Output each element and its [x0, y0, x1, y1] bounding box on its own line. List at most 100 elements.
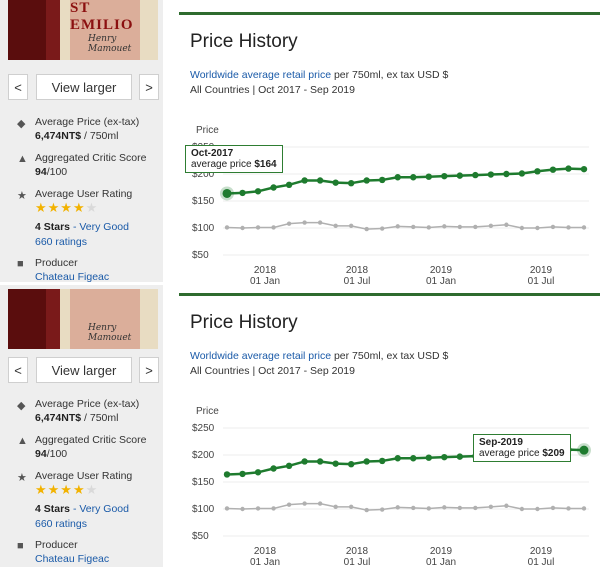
data-point[interactable]	[504, 503, 509, 508]
data-point[interactable]	[425, 173, 432, 180]
data-point[interactable]	[472, 171, 479, 179]
data-point[interactable]	[239, 470, 246, 478]
data-point[interactable]	[270, 184, 277, 191]
data-point[interactable]	[347, 460, 355, 468]
ratings-count-link[interactable]: 660 ratings	[35, 518, 87, 530]
data-point[interactable]	[550, 224, 556, 230]
data-point[interactable]	[364, 507, 369, 513]
data-point[interactable]	[488, 223, 494, 229]
hover-point[interactable]	[579, 445, 589, 455]
data-point[interactable]	[254, 469, 262, 476]
producer-link[interactable]: Chateau Figeac	[35, 271, 110, 283]
data-point[interactable]	[255, 506, 261, 511]
retail-price-link[interactable]: Worldwide average retail price	[190, 350, 332, 362]
data-point[interactable]	[442, 505, 447, 510]
data-point[interactable]	[301, 177, 308, 184]
data-point[interactable]	[504, 222, 509, 227]
data-point[interactable]	[224, 506, 230, 511]
data-point[interactable]	[411, 224, 416, 230]
data-point[interactable]	[317, 501, 323, 506]
prev-image-button[interactable]: <	[8, 74, 28, 100]
data-point[interactable]	[456, 453, 464, 460]
ratings-count-link[interactable]: 660 ratings	[35, 236, 87, 248]
data-point[interactable]	[410, 455, 417, 462]
data-point[interactable]	[549, 166, 557, 173]
data-point[interactable]	[301, 458, 308, 465]
data-point[interactable]	[363, 458, 370, 465]
data-point[interactable]	[411, 505, 416, 511]
data-point[interactable]	[271, 506, 276, 511]
data-point[interactable]	[332, 460, 339, 467]
data-point[interactable]	[348, 504, 354, 510]
data-point[interactable]	[518, 170, 526, 177]
data-point[interactable]	[487, 171, 495, 178]
data-point[interactable]	[519, 225, 525, 231]
bottle-thumbnail[interactable]: Henry Mamouet	[8, 289, 158, 349]
bottle-thumbnail[interactable]: ST EMILIO Henry Mamouet	[8, 0, 158, 60]
data-point[interactable]	[410, 174, 417, 181]
data-point[interactable]	[223, 471, 231, 478]
data-point[interactable]	[254, 188, 262, 195]
data-point[interactable]	[240, 225, 245, 231]
data-point[interactable]	[457, 505, 463, 511]
data-point[interactable]	[534, 168, 541, 175]
data-point[interactable]	[332, 179, 339, 186]
data-point[interactable]	[286, 221, 292, 226]
data-point[interactable]	[380, 507, 385, 512]
data-point[interactable]	[394, 174, 401, 181]
data-point[interactable]	[302, 501, 307, 506]
data-point[interactable]	[302, 220, 307, 225]
data-point[interactable]	[239, 189, 246, 197]
data-point[interactable]	[285, 181, 293, 188]
data-point[interactable]	[473, 224, 478, 230]
data-point[interactable]	[535, 506, 540, 512]
data-point[interactable]	[580, 165, 588, 173]
producer-link[interactable]: Chateau Figeac	[35, 553, 110, 565]
data-point[interactable]	[224, 225, 230, 230]
retail-price-link[interactable]: Worldwide average retail price	[190, 69, 332, 81]
rating-text-link[interactable]: 4 Stars - Very Good	[35, 221, 129, 233]
view-larger-button[interactable]: View larger	[36, 74, 132, 100]
data-point[interactable]	[333, 504, 338, 510]
data-point[interactable]	[535, 225, 540, 231]
data-point[interactable]	[426, 225, 431, 230]
data-point[interactable]	[316, 177, 324, 184]
data-point[interactable]	[270, 465, 277, 472]
data-point[interactable]	[285, 462, 293, 469]
data-point[interactable]	[581, 506, 587, 511]
data-point[interactable]	[347, 179, 355, 187]
hover-point[interactable]	[222, 188, 232, 198]
data-point[interactable]	[519, 506, 525, 512]
data-point[interactable]	[363, 177, 370, 184]
data-point[interactable]	[441, 172, 448, 180]
data-point[interactable]	[456, 172, 464, 179]
data-point[interactable]	[316, 458, 324, 465]
data-point[interactable]	[271, 225, 276, 230]
next-image-button[interactable]: >	[139, 74, 159, 100]
data-point[interactable]	[394, 455, 401, 462]
data-point[interactable]	[379, 457, 386, 465]
data-point[interactable]	[380, 226, 385, 231]
prev-image-button[interactable]: <	[8, 357, 28, 383]
data-point[interactable]	[395, 224, 400, 229]
data-point[interactable]	[255, 225, 261, 230]
data-point[interactable]	[473, 505, 478, 511]
data-point[interactable]	[240, 506, 245, 512]
next-image-button[interactable]: >	[139, 357, 159, 383]
data-point[interactable]	[333, 223, 338, 229]
data-point[interactable]	[348, 223, 354, 229]
data-point[interactable]	[581, 225, 587, 230]
data-point[interactable]	[379, 176, 386, 184]
data-point[interactable]	[426, 506, 431, 511]
rating-text-link[interactable]: 4 Stars - Very Good	[35, 503, 129, 515]
data-point[interactable]	[566, 506, 571, 511]
data-point[interactable]	[317, 220, 323, 225]
data-point[interactable]	[425, 454, 432, 461]
data-point[interactable]	[503, 170, 510, 178]
data-point[interactable]	[442, 224, 447, 229]
view-larger-button[interactable]: View larger	[36, 357, 132, 383]
data-point[interactable]	[457, 224, 463, 230]
data-point[interactable]	[364, 226, 369, 232]
